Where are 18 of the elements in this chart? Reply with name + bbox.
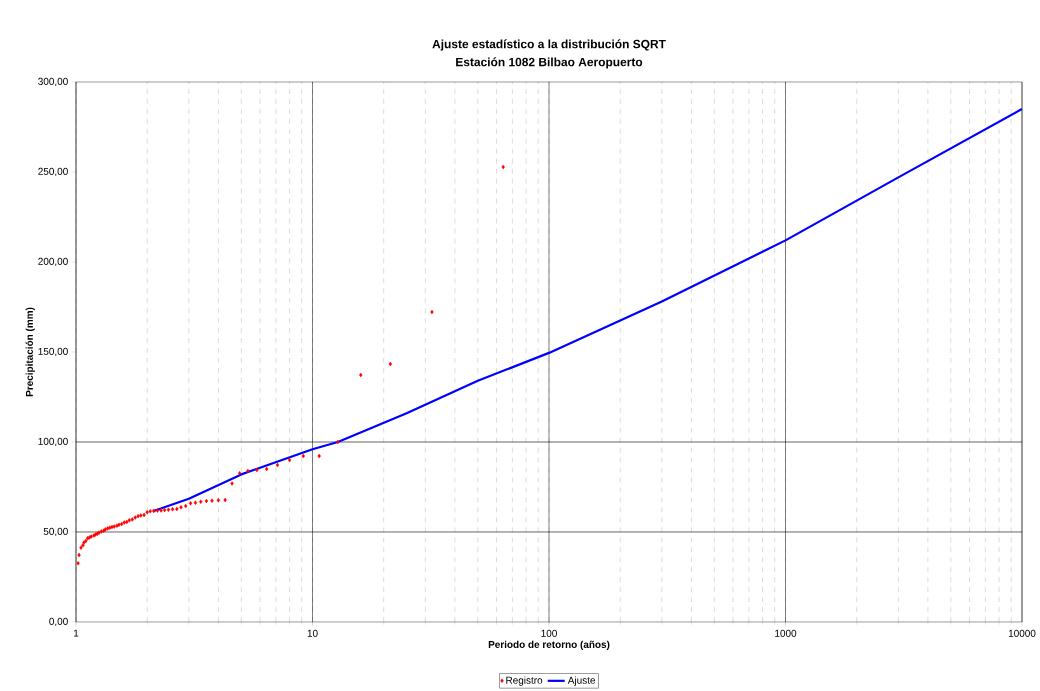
y-tick-label: 50,00 xyxy=(43,527,68,537)
y-tick-label: 100,00 xyxy=(38,437,68,447)
chart-title: Ajuste estadístico a la distribución SQRT xyxy=(432,39,666,51)
x-tick-label: 1000 xyxy=(775,629,797,637)
chart-subtitle: Estación 1082 Bilbao Aeropuerto xyxy=(456,57,643,69)
x-axis-title: Periodo de retorno (años) xyxy=(488,640,610,650)
y-tick-label: 0,00 xyxy=(49,617,68,627)
x-tick-label: 10 xyxy=(307,629,318,637)
x-tick-label: 10000 xyxy=(1008,629,1036,637)
x-tick-label: 1 xyxy=(74,629,79,637)
y-tick-label: 250,00 xyxy=(38,167,68,177)
legend-label: Ajuste xyxy=(567,676,596,686)
y-tick-label: 300,00 xyxy=(38,77,68,87)
x-tick-label: 100 xyxy=(541,629,557,637)
y-tick-label: 150,00 xyxy=(38,347,68,357)
legend-label: Registro xyxy=(506,676,543,686)
y-tick-label: 200,00 xyxy=(38,257,68,267)
y-axis-title: Precipitación (mm) xyxy=(25,307,35,397)
